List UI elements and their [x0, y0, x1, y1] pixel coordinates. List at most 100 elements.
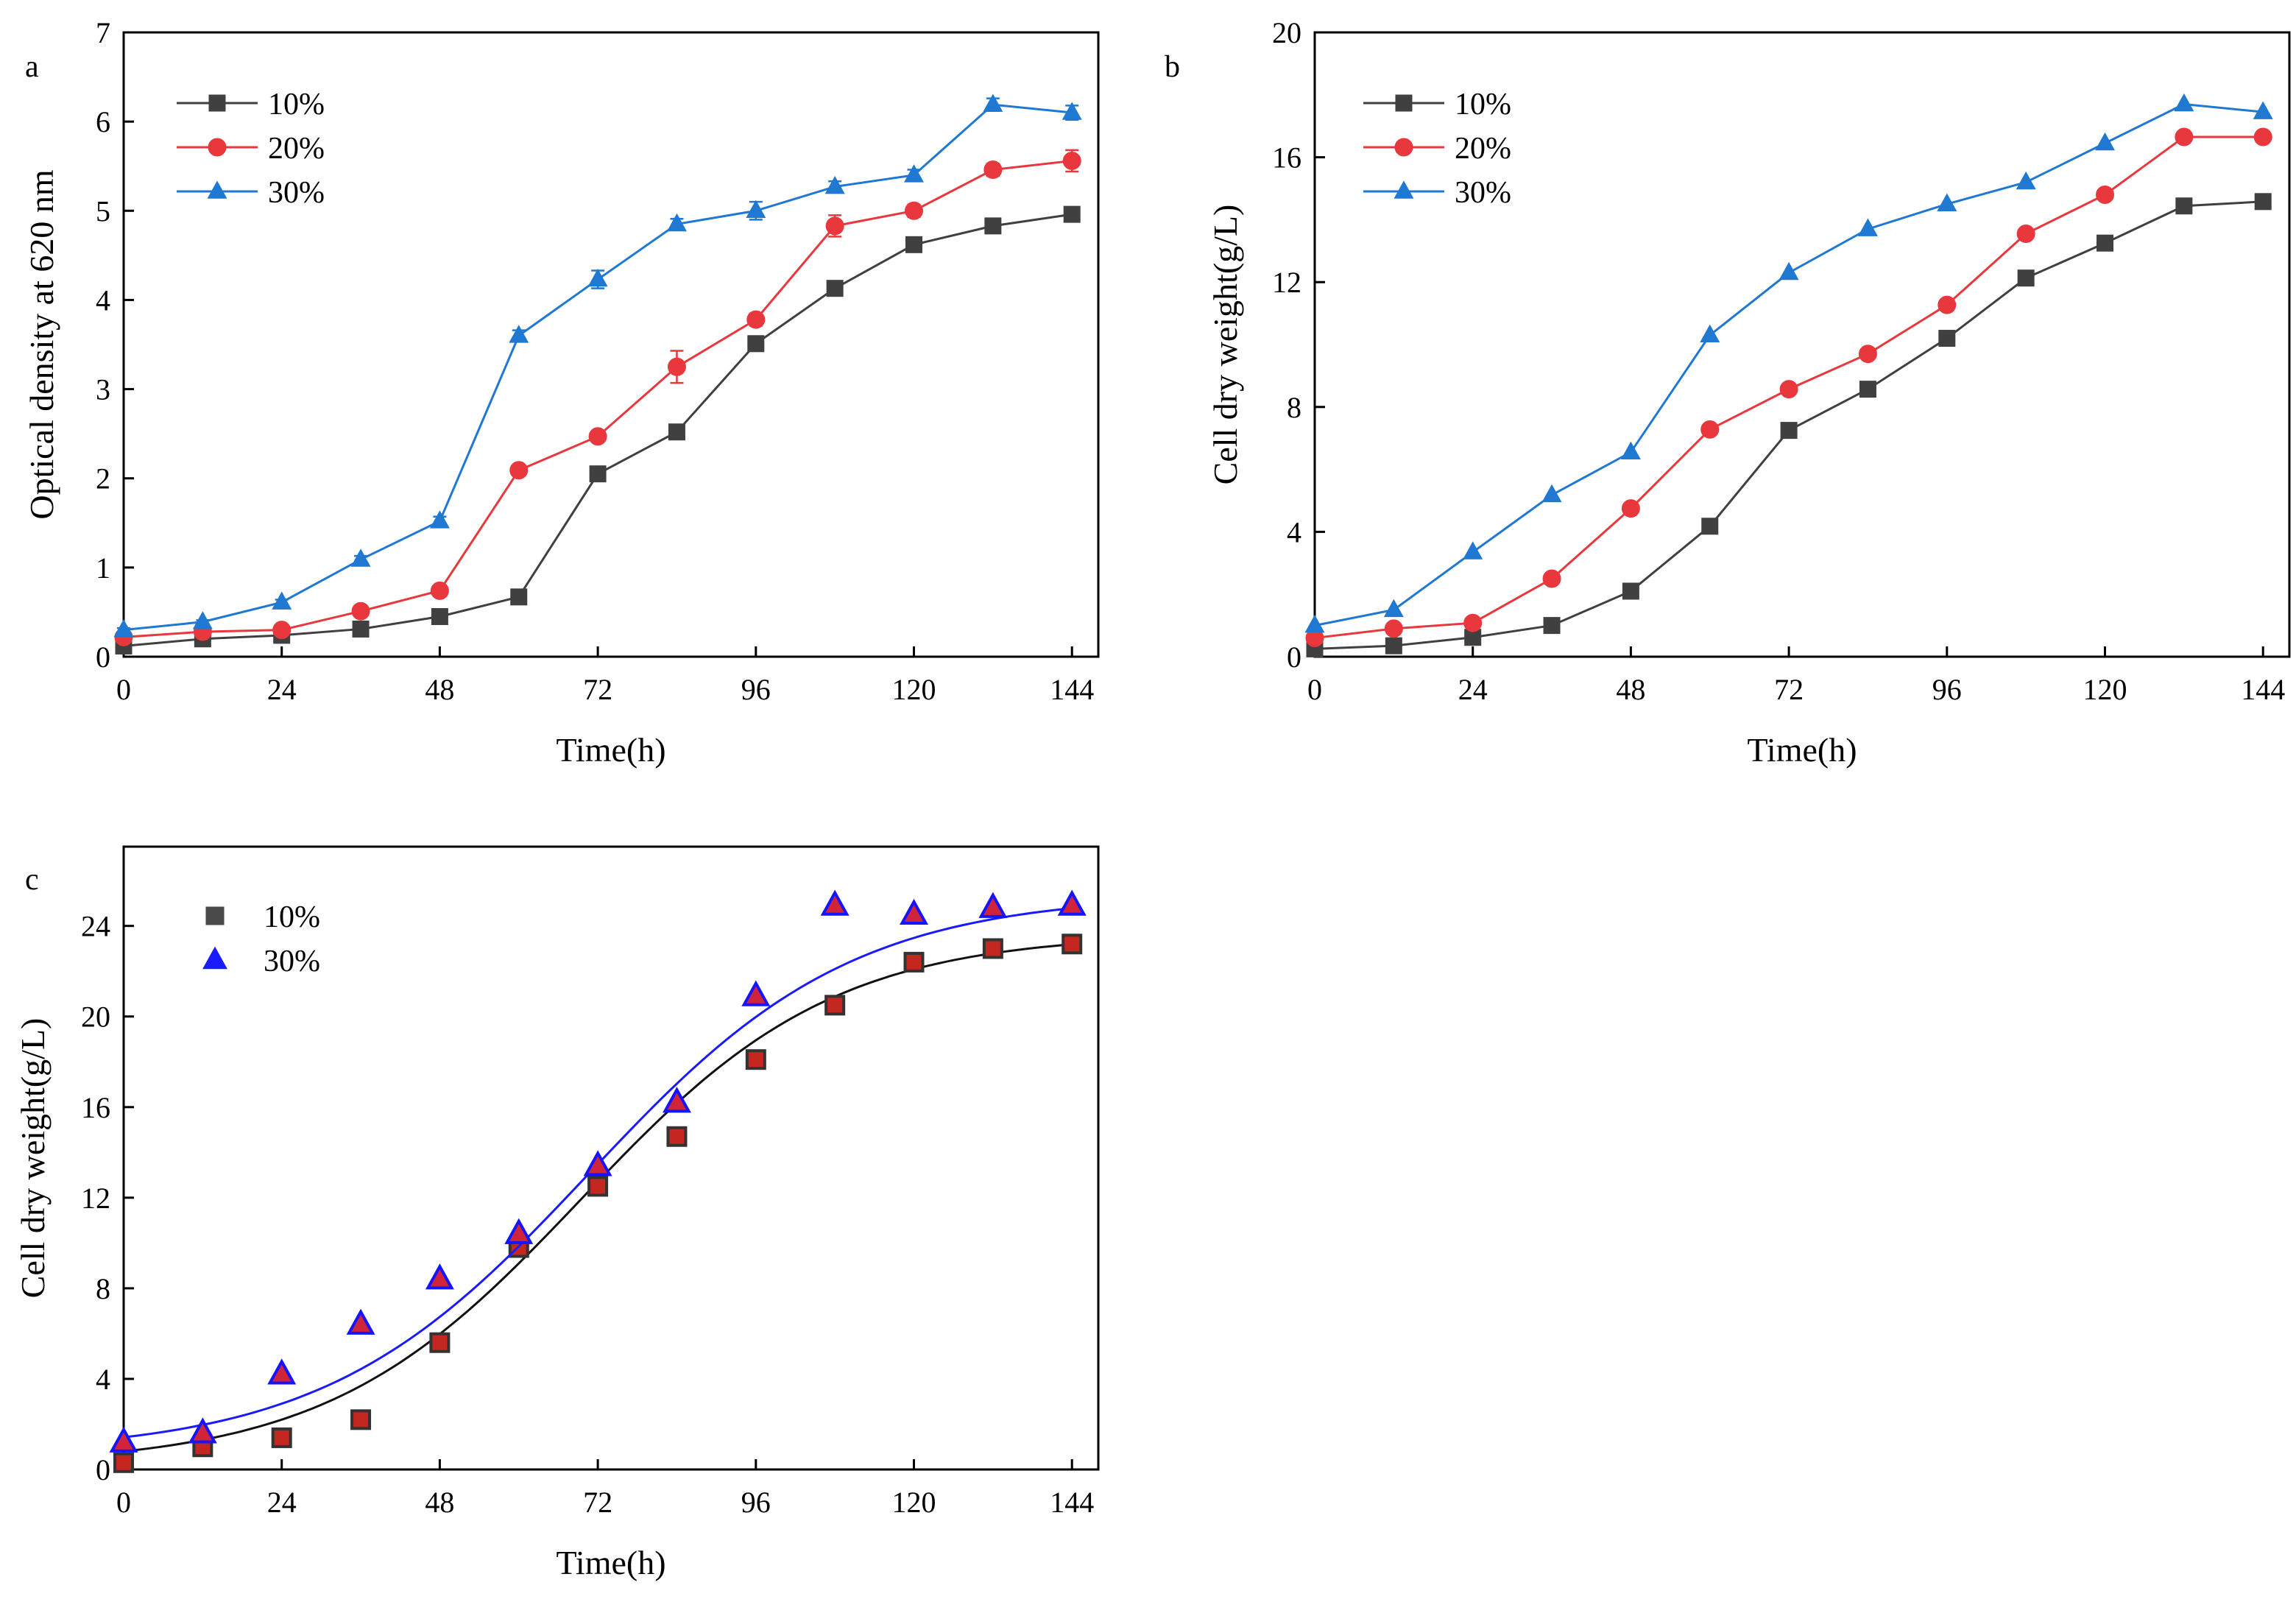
data-point — [1384, 619, 1403, 638]
panel-a: 0 24 48 72 96 120 144 0 1 2 3 4 5 6 7 Time(h) Optical de… — [23, 16, 1100, 769]
y-tick-label: 3 — [96, 373, 110, 406]
series-b-30pct: 30% — [1304, 93, 2273, 633]
data-point — [1062, 934, 1083, 955]
data-point — [1700, 420, 1720, 439]
x-axis-title: Time(h) — [1747, 731, 1857, 769]
y-axis-title: Optical density at 620 nm — [23, 169, 60, 519]
legend-marker — [208, 94, 226, 112]
data-point — [666, 1126, 688, 1147]
legend-label: 30% — [268, 176, 325, 210]
data-point — [1385, 637, 1402, 654]
series-line — [123, 159, 1073, 638]
data-point — [429, 510, 450, 529]
legend-label: 30% — [264, 945, 320, 978]
data-point — [351, 601, 370, 621]
fit-curve — [123, 943, 1073, 1453]
data-point — [583, 1150, 612, 1176]
data-point — [2175, 197, 2193, 215]
data-point — [2016, 171, 2036, 190]
data-point — [350, 548, 371, 567]
legend-label: 30% — [1455, 176, 1511, 210]
data-point — [267, 1358, 297, 1385]
x-tick-label: 48 — [425, 673, 454, 706]
y-tick-label: 20 — [1272, 16, 1301, 49]
data-point — [1620, 441, 1641, 460]
data-point — [346, 1308, 375, 1335]
data-point — [984, 217, 1002, 235]
data-point — [1622, 582, 1639, 600]
data-point — [1541, 484, 1562, 503]
x-tick-label: 144 — [1050, 673, 1094, 706]
data-point — [983, 93, 1003, 112]
data-point — [1701, 518, 1719, 535]
x-tick-label: 96 — [741, 673, 771, 706]
data-point — [272, 621, 292, 640]
data-point — [504, 1218, 534, 1244]
x-tick-label: 144 — [1050, 1486, 1094, 1519]
data-point — [905, 236, 923, 253]
y-tick-label: 0 — [1287, 641, 1301, 674]
x-tick-label: 0 — [116, 1486, 131, 1519]
plot-frame-b — [1313, 31, 2291, 658]
panel-label: a — [25, 50, 39, 84]
plot-frame-c — [122, 845, 1100, 1471]
x-axis-title: Time(h) — [556, 731, 665, 769]
data-point — [1383, 599, 1404, 618]
y-tick-label: 24 — [81, 910, 110, 943]
legend-label: 10% — [1455, 88, 1511, 121]
data-point — [1938, 295, 1957, 314]
series-a-20pct: 20% — [114, 132, 1081, 646]
data-point — [1062, 102, 1082, 120]
data-point — [1857, 218, 1878, 236]
data-point — [113, 618, 134, 638]
data-point — [745, 1049, 766, 1070]
x-tick-label: 24 — [267, 673, 297, 706]
series-a-10pct: 10% — [115, 88, 1081, 654]
data-point — [2253, 101, 2273, 119]
data-point — [109, 1426, 138, 1453]
data-point — [587, 268, 608, 287]
y-tick-label: 4 — [1287, 515, 1301, 548]
data-point — [509, 461, 529, 480]
data-point — [509, 325, 529, 343]
data-point — [425, 1263, 454, 1290]
data-point — [2096, 185, 2115, 204]
x-axis-title: Time(h) — [556, 1544, 665, 1581]
legend-marker — [1394, 138, 1413, 157]
data-point — [271, 1427, 292, 1448]
data-point — [900, 898, 929, 925]
data-point — [905, 201, 924, 220]
x-tick-label: 24 — [267, 1486, 297, 1519]
data-point — [2017, 269, 2035, 287]
data-point — [2253, 127, 2272, 147]
series-a-30pct: 30% — [113, 93, 1082, 638]
data-point — [1463, 541, 1483, 560]
legend-label: 20% — [268, 132, 325, 166]
data-point — [1780, 422, 1798, 440]
data-point — [746, 200, 766, 219]
series-c-30pct: 30% — [109, 889, 1087, 1453]
x-tick-label: 120 — [892, 673, 936, 706]
data-point — [825, 216, 844, 236]
data-point — [113, 1452, 134, 1473]
y-tick-label: 4 — [96, 1363, 110, 1396]
x-tick-label: 120 — [892, 1486, 936, 1519]
data-point — [1621, 499, 1640, 518]
data-point — [2095, 132, 2116, 151]
x-tick-label: 72 — [1774, 673, 1804, 706]
y-tick-label: 0 — [96, 641, 110, 674]
y-tick-label: 8 — [96, 1272, 110, 1305]
x-tick-label: 96 — [741, 1486, 771, 1519]
y-tick-label: 8 — [1287, 391, 1301, 424]
legend-marker — [202, 946, 227, 970]
legend-marker — [1394, 180, 1414, 199]
data-point — [666, 213, 687, 232]
panel-label: b — [1165, 50, 1180, 84]
y-axis-title: Cell dry weight(g/L) — [1207, 205, 1244, 485]
plot-frame-a — [122, 31, 1100, 658]
data-point — [1542, 569, 1561, 588]
data-point — [741, 980, 771, 1006]
data-point — [2097, 234, 2114, 252]
